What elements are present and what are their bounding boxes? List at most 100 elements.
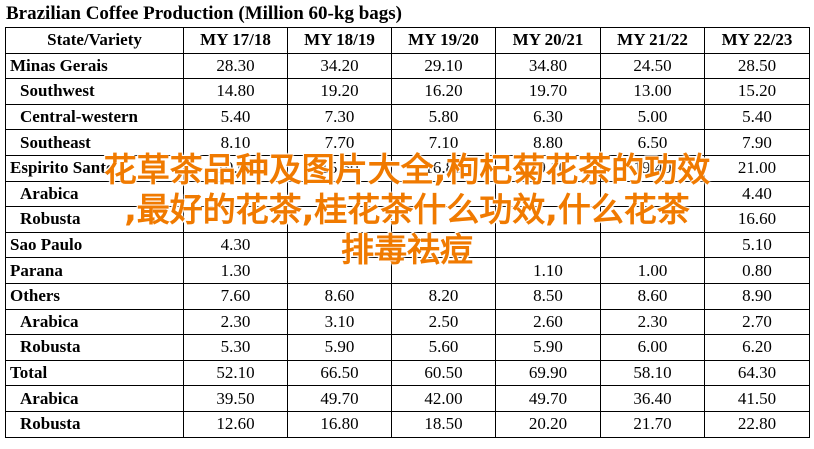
table-cell: 4.30 — [183, 231, 288, 259]
table-cell: 0.80 — [704, 257, 810, 284]
table-row: Robusta 5.30 5.90 5.60 5.90 6.00 6.20 — [5, 334, 810, 361]
table-cell: 14.80 — [183, 78, 288, 105]
table-cell: 4.40 — [704, 180, 810, 208]
table-row: Sao Paulo 4.30 5.10 — [5, 231, 810, 259]
table-cell: 34.20 — [287, 52, 392, 80]
table-cell: 52.10 — [183, 359, 288, 387]
table-cell — [495, 180, 601, 208]
row-label: Central-western — [5, 103, 184, 131]
table-cell: 42.00 — [391, 385, 496, 412]
table-row: Robusta 12.60 16.80 18.50 20.20 21.70 22.80 — [5, 410, 810, 438]
table-cell: 5.40 — [183, 103, 288, 131]
row-label: Southeast — [5, 129, 184, 156]
table-cell: 6.20 — [704, 334, 810, 361]
table-cell: 7.90 — [704, 129, 810, 156]
table-cell: 1.30 — [183, 257, 288, 284]
table-row: Minas Gerais 28.30 34.20 29.10 34.80 24.50 28.… — [5, 52, 810, 80]
table-cell: 8.80 — [495, 129, 601, 156]
table-cell: 49.70 — [495, 385, 601, 412]
table-cell: 5.90 — [495, 334, 601, 361]
table-cell — [495, 231, 601, 259]
table-cell — [495, 206, 601, 233]
table-cell: 6.00 — [600, 334, 705, 361]
row-label: Arabica — [5, 385, 184, 412]
table-row: Parana 1.30 1.10 1.00 0.80 — [5, 257, 810, 284]
table-cell: 60.50 — [391, 359, 496, 387]
table-cell: 24.50 — [600, 52, 705, 80]
table-cell: 15.20 — [704, 78, 810, 105]
table-row: Arabica 2.30 3.10 2.50 2.60 2.30 2.70 — [5, 308, 810, 336]
table-cell — [391, 180, 496, 208]
table-cell: 2.50 — [391, 308, 496, 336]
table-cell: 5.30 — [183, 334, 288, 361]
column-header-year: MY 20/21 — [495, 27, 601, 54]
table-cell: 6.50 — [600, 129, 705, 156]
table-cell: 8.20 — [391, 282, 496, 310]
row-label: Robusta — [5, 334, 184, 361]
table-cell: 8.10 — [183, 129, 288, 156]
table-cell: 2.60 — [495, 308, 601, 336]
table-row: Espirito Santo 10.60 15.60 16.80 19.10 19.40 2… — [5, 154, 810, 182]
row-label: Others — [5, 282, 184, 310]
table-cell — [287, 206, 392, 233]
table-cell — [391, 231, 496, 259]
table-cell: 64.30 — [704, 359, 810, 387]
column-header-year: MY 21/22 — [600, 27, 705, 54]
table-body: Minas Gerais 28.30 34.20 29.10 34.80 24.50 28.… — [5, 52, 810, 438]
table-cell: 5.10 — [704, 231, 810, 259]
row-label: Arabica — [5, 180, 184, 208]
table-cell: 39.50 — [183, 385, 288, 412]
table-cell: 34.80 — [495, 52, 601, 80]
table-cell: 2.30 — [183, 308, 288, 336]
table-cell: 5.60 — [391, 334, 496, 361]
table-cell: 10.60 — [183, 154, 288, 182]
column-header-year: MY 18/19 — [287, 27, 392, 54]
table-cell: 5.40 — [704, 103, 810, 131]
table-cell — [183, 180, 288, 208]
table-cell: 28.30 — [183, 52, 288, 80]
table-cell: 15.60 — [287, 154, 392, 182]
table-cell: 5.00 — [600, 103, 705, 131]
table-cell: 19.10 — [495, 154, 601, 182]
table-cell: 19.70 — [495, 78, 601, 105]
table-cell: 7.60 — [183, 282, 288, 310]
row-label: Arabica — [5, 308, 184, 336]
table-cell: 16.20 — [391, 78, 496, 105]
table-cell — [391, 257, 496, 284]
table-cell: 69.90 — [495, 359, 601, 387]
table-cell: 19.40 — [600, 154, 705, 182]
table-cell: 7.30 — [287, 103, 392, 131]
table-cell: 8.60 — [287, 282, 392, 310]
table-cell: 8.60 — [600, 282, 705, 310]
table-cell — [287, 257, 392, 284]
column-header-year: MY 19/20 — [391, 27, 496, 54]
table-cell: 7.10 — [391, 129, 496, 156]
table-cell: 29.10 — [391, 52, 496, 80]
column-header-year: MY 17/18 — [183, 27, 288, 54]
row-label: Sao Paulo — [5, 231, 184, 259]
table-cell: 21.70 — [600, 410, 705, 438]
row-label: Robusta — [5, 206, 184, 233]
table-row: Arabica 39.50 49.70 42.00 49.70 36.40 41.50 — [5, 385, 810, 412]
table-cell: 20.20 — [495, 410, 601, 438]
header-row: State/Variety MY 17/18 MY 18/19 MY 19/20 MY … — [5, 27, 810, 54]
table-cell: 41.50 — [704, 385, 810, 412]
table-row: Arabica 4.40 — [5, 180, 810, 208]
table-cell: 28.50 — [704, 52, 810, 80]
table-cell: 36.40 — [600, 385, 705, 412]
table-cell: 7.70 — [287, 129, 392, 156]
row-label: Southwest — [5, 78, 184, 105]
table-cell: 5.80 — [391, 103, 496, 131]
table-cell: 16.80 — [287, 410, 392, 438]
table-row: Southeast 8.10 7.70 7.10 8.80 6.50 7.90 — [5, 129, 810, 156]
table-cell: 21.00 — [704, 154, 810, 182]
row-label: Robusta — [5, 410, 184, 438]
table-row: Southwest 14.80 19.20 16.20 19.70 13.00 15.20 — [5, 78, 810, 105]
table-cell — [600, 231, 705, 259]
column-header-state: State/Variety — [5, 27, 184, 54]
table-cell: 18.50 — [391, 410, 496, 438]
table-row: Others 7.60 8.60 8.20 8.50 8.60 8.90 — [5, 282, 810, 310]
table-cell — [600, 180, 705, 208]
table-cell: 66.50 — [287, 359, 392, 387]
